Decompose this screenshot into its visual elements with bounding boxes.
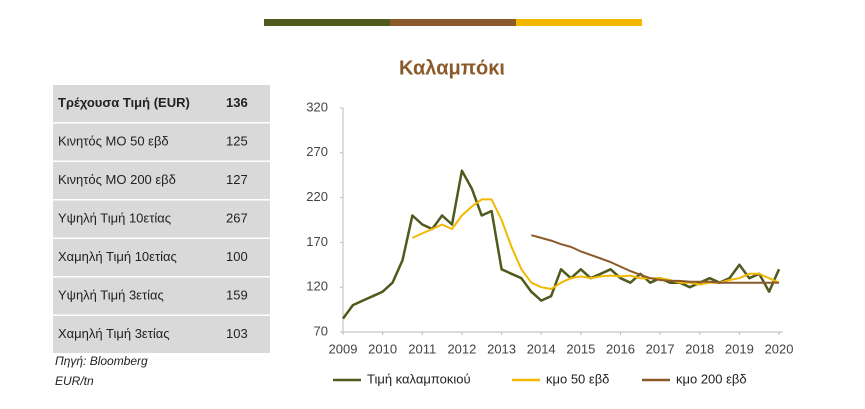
row-label: Χαμηλή Τιμή 10ετίας — [58, 249, 177, 264]
x-tick-label: 2015 — [566, 341, 595, 356]
table-row — [53, 162, 270, 199]
legend-label: κμο 200 εβδ — [676, 371, 747, 386]
row-value: 136 — [226, 95, 248, 110]
y-tick-label: 170 — [306, 234, 328, 249]
x-tick-label: 2017 — [646, 341, 675, 356]
x-tick-label: 2010 — [368, 341, 397, 356]
table-row — [53, 200, 270, 238]
x-tick-label: 2011 — [408, 341, 436, 356]
table-row — [53, 123, 270, 161]
x-tick-label: 2013 — [487, 341, 516, 356]
row-label: Κινητός ΜΟ 50 εβδ — [58, 133, 169, 148]
series-line — [531, 234, 779, 284]
row-label: Τρέχουσα Τιμή (EUR) — [58, 95, 190, 110]
legend-label: Τιμή καλαμποκιού — [367, 371, 471, 386]
row-label: Χαμηλή Τιμή 3ετίας — [58, 326, 170, 341]
row-label: Υψηλή Τιμή 10ετίας — [58, 210, 171, 225]
y-tick-label: 270 — [306, 144, 328, 159]
top-bar — [516, 19, 642, 26]
row-label: Υψηλή Τιμή 3ετίας — [58, 287, 164, 302]
series-line — [341, 169, 781, 320]
top-bar — [390, 19, 516, 26]
y-tick-label: 120 — [306, 279, 328, 294]
x-tick-label: 2012 — [447, 341, 476, 356]
chart-title: Καλαμπόκι — [399, 57, 505, 79]
row-value: 267 — [226, 210, 248, 225]
note: EUR/tn — [55, 374, 94, 388]
row-value: 127 — [226, 172, 248, 187]
x-tick-label: 2019 — [725, 341, 754, 356]
x-tick-label: 2018 — [685, 341, 714, 356]
x-tick-label: 2016 — [606, 341, 635, 356]
y-tick-label: 320 — [306, 99, 328, 114]
legend-label: κμο 50 εβδ — [546, 371, 609, 386]
table-row — [53, 85, 270, 122]
y-tick-label: 220 — [306, 189, 328, 204]
row-value: 103 — [226, 326, 248, 341]
row-value: 125 — [226, 133, 248, 148]
row-label: Κινητός ΜΟ 200 εβδ — [58, 172, 176, 187]
x-tick-label: 2009 — [329, 341, 358, 356]
x-tick-label: 2020 — [765, 341, 794, 356]
row-value: 159 — [226, 287, 248, 302]
table-row — [53, 239, 270, 276]
table-row — [53, 316, 270, 353]
x-tick-label: 2014 — [527, 341, 556, 356]
note: Πηγή: Bloomberg — [55, 354, 148, 368]
table-row — [53, 277, 270, 315]
row-value: 100 — [226, 249, 248, 264]
top-bar — [264, 19, 390, 26]
y-tick-label: 70 — [314, 323, 328, 338]
